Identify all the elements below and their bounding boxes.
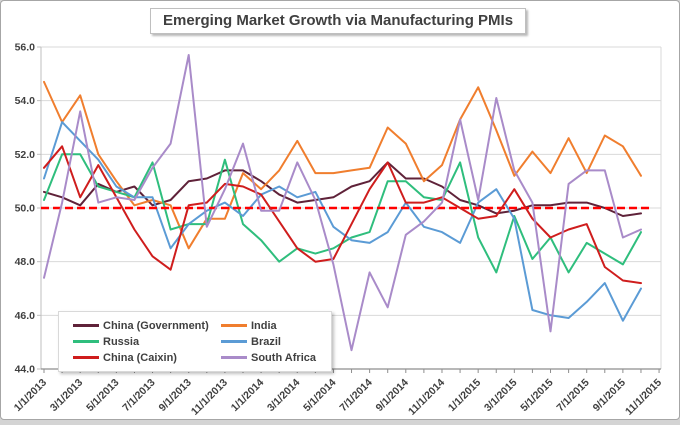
series-line-china-government (43, 161, 642, 217)
legend-label-russia: Russia (103, 335, 140, 348)
page-background-strip (0, 420, 680, 425)
legend-label-india: India (251, 319, 277, 332)
y-axis-label: 46.0 (15, 310, 36, 322)
y-axis-label: 44.0 (15, 364, 36, 376)
series-line-india (43, 80, 642, 250)
legend-swatch-china-caixin (73, 356, 99, 359)
x-axis-label: 11/1/2014 (406, 377, 447, 418)
legend: China (Government) India Russia Brazil China… (58, 311, 332, 372)
x-axis-label: 1/1/2013 (12, 377, 49, 414)
x-axis-label: 7/1/2014 (337, 377, 374, 414)
x-axis-label: 11/1/2013 (189, 377, 230, 418)
x-axis-label: 9/1/2014 (374, 377, 411, 414)
y-axis-label: 56.0 (15, 42, 36, 54)
legend-swatch-russia (73, 340, 99, 343)
y-axis-label: 48.0 (15, 256, 36, 268)
legend-label-brazil: Brazil (251, 335, 281, 348)
x-axis-label: 3/1/2014 (265, 377, 302, 414)
legend-label-south-africa: South Africa (251, 351, 316, 364)
legend-item-south-africa: South Africa (221, 351, 325, 364)
x-axis-label: 1/1/2014 (229, 377, 266, 414)
x-axis-label: 3/1/2015 (482, 377, 519, 414)
legend-label-china-government: China (Government) (103, 319, 209, 332)
legend-label-china-caixin: China (Caixin) (103, 351, 177, 364)
series-line-china-caixin (43, 145, 642, 285)
x-axis-label: 5/1/2015 (518, 377, 555, 414)
x-axis-label: 9/1/2015 (591, 377, 628, 414)
legend-swatch-china-government (73, 324, 99, 327)
legend-item-brazil: Brazil (221, 335, 325, 348)
x-axis-label: 9/1/2013 (156, 377, 193, 414)
x-axis-label: 3/1/2013 (48, 377, 85, 414)
x-axis-label: 5/1/2014 (301, 377, 338, 414)
y-axis-label: 52.0 (15, 149, 36, 161)
legend-item-russia: Russia (73, 335, 221, 348)
x-axis-label: 5/1/2013 (84, 377, 121, 414)
x-axis-label: 11/1/2015 (623, 377, 664, 418)
y-axis-label: 50.0 (15, 203, 36, 215)
series-line-brazil (43, 121, 642, 322)
legend-item-china-government: China (Government) (73, 319, 221, 332)
chart-title: Emerging Market Growth via Manufacturing… (150, 8, 527, 34)
x-axis-label: 7/1/2015 (554, 377, 591, 414)
legend-swatch-india (221, 324, 247, 327)
series-line-south-africa (43, 54, 642, 352)
legend-swatch-south-africa (221, 356, 247, 359)
y-axis-label: 54.0 (15, 95, 36, 107)
legend-item-china-caixin: China (Caixin) (73, 351, 221, 364)
legend-item-india: India (221, 319, 325, 332)
x-axis-label: 7/1/2013 (120, 377, 157, 414)
legend-swatch-brazil (221, 340, 247, 343)
x-axis-label: 1/1/2015 (446, 377, 483, 414)
